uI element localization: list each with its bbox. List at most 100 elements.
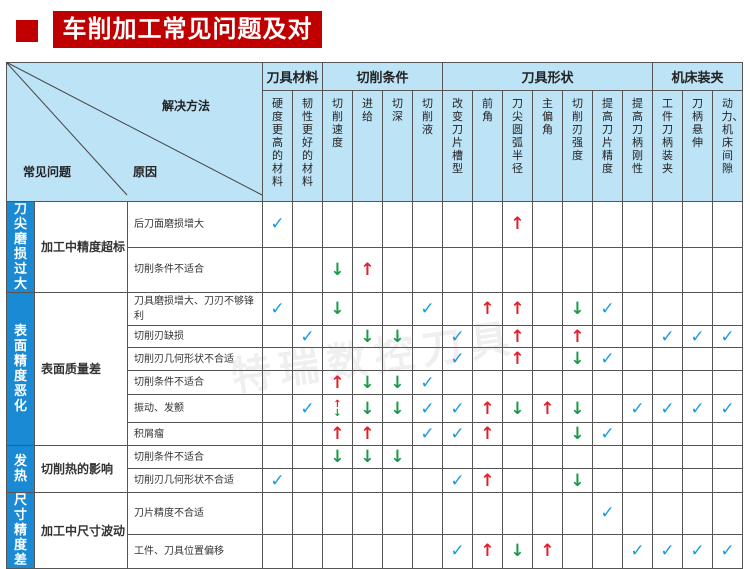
mark-cell bbox=[622, 325, 653, 348]
mark-cell bbox=[532, 370, 563, 395]
check-icon: ✓ bbox=[450, 326, 465, 347]
column-group: 刀具形状 bbox=[442, 62, 653, 91]
check-icon: ✓ bbox=[720, 326, 735, 347]
mark-cell bbox=[712, 445, 743, 469]
mark-cell bbox=[652, 492, 683, 535]
mark-cell bbox=[562, 445, 593, 469]
mark-cell bbox=[382, 468, 413, 493]
mark-cell: ↓ bbox=[382, 394, 413, 423]
check-icon: ✓ bbox=[690, 541, 705, 562]
mark-cell: ↓ bbox=[352, 394, 383, 423]
down-arrow-icon: ↓ bbox=[330, 447, 345, 467]
problem-cell: 加工中精度超标 bbox=[34, 201, 128, 293]
mark-cell bbox=[472, 325, 503, 348]
mark-cell: ✓ bbox=[412, 394, 443, 423]
mark-cell bbox=[502, 422, 533, 446]
table-row: 切削刃缺损 ✓ ↓ ↓ ✓ ↑ ↑ ✓ ✓ ✓ bbox=[7, 325, 743, 348]
mark-cell bbox=[592, 325, 623, 348]
down-arrow-icon: ↓ bbox=[360, 447, 375, 467]
mark-cell: ✓ bbox=[292, 394, 323, 423]
column-header: 刀尖圆弧半径 bbox=[502, 90, 533, 202]
mark-cell bbox=[382, 347, 413, 371]
category-label: 发热 bbox=[13, 454, 27, 484]
column-header: 刀柄悬伸 bbox=[682, 90, 713, 202]
reason-cell: 刀具磨损增大、刀刃不够锋利 bbox=[127, 292, 263, 326]
mark-cell bbox=[652, 422, 683, 446]
check-icon: ✓ bbox=[600, 503, 615, 524]
reason-cell: 刀片精度不合适 bbox=[127, 492, 263, 535]
up-arrow-icon: ↑ bbox=[510, 214, 525, 235]
mark-cell bbox=[712, 201, 743, 248]
mark-cell: ↑ bbox=[502, 347, 533, 371]
mark-cell: ↑ bbox=[472, 292, 503, 326]
category-cell: 表面精度恶化 bbox=[6, 292, 35, 446]
column-header-label: 前角 bbox=[482, 97, 493, 123]
column-header-label: 刀柄悬伸 bbox=[692, 97, 703, 149]
mark-cell bbox=[472, 370, 503, 395]
mark-cell bbox=[652, 246, 683, 293]
mark-cell: ↑ bbox=[472, 422, 503, 446]
mark-cell bbox=[592, 370, 623, 395]
mark-cell bbox=[442, 445, 473, 469]
up-arrow-icon: ↑ bbox=[480, 398, 495, 419]
check-icon: ✓ bbox=[300, 326, 315, 347]
mark-cell bbox=[412, 445, 443, 469]
check-icon: ✓ bbox=[420, 424, 435, 444]
mark-cell: ↓ bbox=[352, 370, 383, 395]
column-header-label: 改变刀片槽型 bbox=[452, 97, 463, 175]
column-header: 韧性更好的材料 bbox=[292, 90, 323, 202]
column-header: 切削液 bbox=[412, 90, 443, 202]
mark-cell: ↑ bbox=[532, 394, 563, 423]
mark-cell bbox=[562, 201, 593, 248]
check-icon: ✓ bbox=[630, 541, 645, 562]
mark-cell: ✓ bbox=[262, 201, 293, 248]
mark-cell bbox=[682, 468, 713, 493]
mark-cell bbox=[322, 201, 353, 248]
mark-cell: ↓ bbox=[322, 445, 353, 469]
reason-cell: 振动、发颤 bbox=[127, 394, 263, 423]
down-arrow-icon: ↓ bbox=[330, 299, 345, 319]
column-header: 切削刃强度 bbox=[562, 90, 593, 202]
mark-cell bbox=[352, 292, 383, 326]
mark-cell: ↑ bbox=[532, 533, 563, 569]
mark-cell bbox=[262, 370, 293, 395]
category-cell: 尺寸精度差 bbox=[6, 492, 35, 569]
mark-cell bbox=[532, 492, 563, 535]
down-arrow-icon: ↓ bbox=[570, 470, 585, 491]
mark-cell bbox=[592, 394, 623, 423]
table-row: 尺寸精度差 加工中尺寸波动 刀片精度不合适 ✓ bbox=[6, 492, 743, 569]
mark-cell: ✓ bbox=[682, 325, 713, 348]
mark-cell: ✓ bbox=[682, 533, 713, 569]
mark-cell bbox=[292, 445, 323, 469]
mark-cell bbox=[382, 492, 413, 535]
column-header-label: 进给 bbox=[362, 97, 373, 123]
check-icon: ✓ bbox=[600, 299, 615, 319]
table-row: 表面精度恶化 表面质量差 刀具磨损增大、刀刃不够锋利 ✓ ↓ ✓ ↑ ↑ ↓ ✓ bbox=[6, 292, 743, 446]
mark-cell: ✓ bbox=[712, 325, 743, 348]
mark-cell: ✓ bbox=[652, 325, 683, 348]
problem-cell: 表面质量差 bbox=[34, 292, 128, 446]
mark-cell bbox=[652, 201, 683, 248]
mark-cell: ✓ bbox=[442, 533, 473, 569]
mark-cell: ↓ bbox=[322, 292, 353, 326]
mark-cell bbox=[562, 370, 593, 395]
mark-cell: ✓ bbox=[262, 292, 293, 326]
column-header-label: 切削速度 bbox=[332, 97, 343, 149]
up-arrow-icon: ↑ bbox=[480, 299, 495, 319]
mark-cell bbox=[442, 370, 473, 395]
mark-cell: ↑ bbox=[502, 292, 533, 326]
mark-cell: ✓ bbox=[592, 492, 623, 535]
column-header-label: 硬度更高的材料 bbox=[272, 97, 283, 188]
mark-cell bbox=[412, 533, 443, 569]
check-icon: ✓ bbox=[690, 398, 705, 419]
mark-cell bbox=[262, 422, 293, 446]
mark-cell: ↑ bbox=[352, 246, 383, 293]
column-group: 刀具材料 bbox=[262, 62, 323, 91]
mark-cell bbox=[682, 201, 713, 248]
mark-cell bbox=[502, 492, 533, 535]
check-icon: ✓ bbox=[420, 398, 435, 419]
reason-cell: 切削刃几何形状不合适 bbox=[127, 347, 263, 371]
mark-cell bbox=[322, 492, 353, 535]
mark-cell bbox=[532, 445, 563, 469]
reason-header: 原因 bbox=[133, 165, 158, 179]
